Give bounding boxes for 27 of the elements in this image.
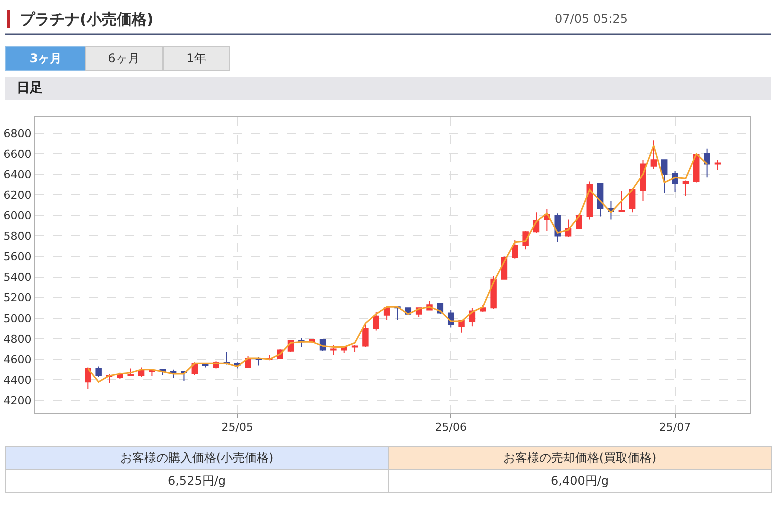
- x-tick-label: 25/05: [222, 421, 254, 434]
- y-tick-label: 4400: [4, 374, 32, 387]
- y-tick-label: 5600: [4, 250, 32, 264]
- y-tick-label: 4600: [4, 353, 32, 366]
- text: 07/05 05:25: [555, 12, 628, 26]
- y-tick-label: 6400: [4, 168, 32, 182]
- x-tick-label: 25/06: [435, 421, 467, 434]
- y-tick-label: 6600: [4, 148, 32, 161]
- y-tick-label: 5200: [4, 292, 32, 305]
- text: 日足: [17, 81, 43, 96]
- y-tick-label: 4200: [4, 394, 32, 408]
- y-tick-label: 6200: [4, 188, 32, 202]
- y-tick-label: 4800: [4, 332, 32, 346]
- text: 6,400円/g: [550, 474, 610, 488]
- y-tick-label: 5400: [4, 271, 32, 284]
- y-tick-label: 6800: [4, 127, 32, 140]
- x-tick-label: 25/07: [659, 421, 692, 434]
- chart-title: プラチナ(小売価格): [20, 10, 154, 28]
- text: 6,525円/g: [168, 474, 226, 488]
- text: お客様の売却価格(買取価格): [503, 451, 657, 465]
- text: 6ヶ月: [108, 52, 140, 66]
- text: 3ヶ月: [30, 52, 62, 66]
- y-tick-label: 5000: [4, 312, 32, 326]
- text: 1年: [186, 52, 206, 66]
- text: お客様の購入価格(小売価格): [120, 451, 274, 465]
- y-tick-label: 6000: [4, 210, 32, 223]
- y-tick-label: 5800: [4, 230, 32, 244]
